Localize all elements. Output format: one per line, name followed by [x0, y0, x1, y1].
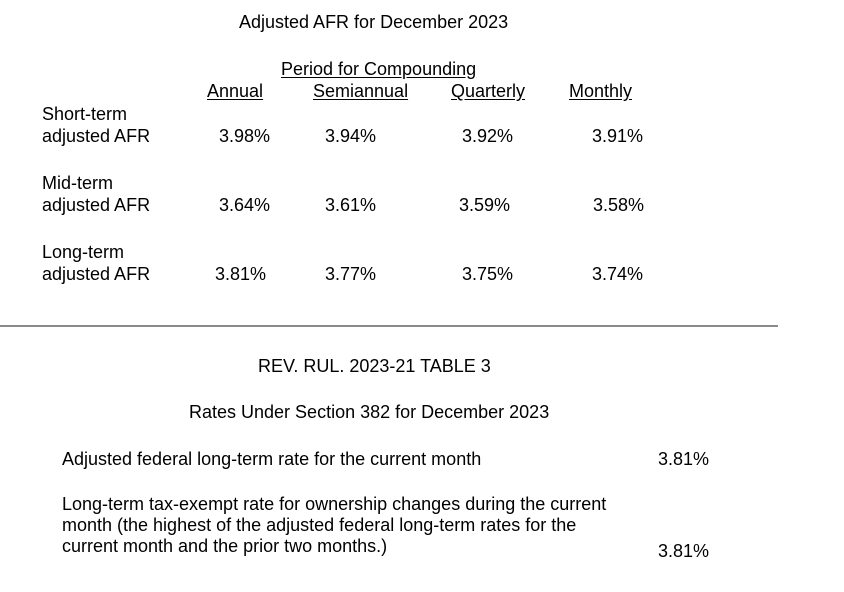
cell-short-term-monthly: 3.91%	[592, 126, 644, 146]
table3-heading: REV. RUL. 2023-21 TABLE 3	[258, 356, 491, 376]
column-header-quarterly: Quarterly	[451, 81, 526, 101]
row-label-long-term: Long-term adjusted AFR	[42, 241, 150, 285]
cell-long-term-annual: 3.81%	[215, 264, 267, 284]
cell-long-term-semiannual: 3.77%	[325, 264, 377, 284]
cell-short-term-semiannual: 3.94%	[325, 126, 377, 146]
row-label-short-term: Short-term adjusted AFR	[42, 103, 150, 147]
cell-mid-term-semiannual: 3.61%	[325, 195, 377, 215]
cell-short-term-annual: 3.98%	[219, 126, 271, 146]
table-title: Adjusted AFR for December 2023	[239, 12, 509, 32]
row-label-line1: Long-term	[42, 242, 125, 262]
period-header: Period for Compounding	[281, 59, 477, 79]
column-header-annual: Annual	[207, 81, 264, 101]
table3-item-value: 3.81%	[658, 541, 710, 561]
row-label-line1: Short-term	[42, 104, 128, 124]
table3-subheading: Rates Under Section 382 for December 202…	[189, 402, 550, 422]
row-label-mid-term: Mid-term adjusted AFR	[42, 172, 150, 216]
table3-item-text: Adjusted federal long-term rate for the …	[62, 449, 482, 469]
row-label-line2: adjusted AFR	[42, 195, 151, 215]
cell-mid-term-annual: 3.64%	[219, 195, 271, 215]
cell-mid-term-monthly: 3.58%	[593, 195, 645, 215]
row-label-line2: adjusted AFR	[42, 126, 151, 146]
cell-long-term-quarterly: 3.75%	[462, 264, 514, 284]
row-label-line1: Mid-term	[42, 173, 113, 193]
table3-item-text: Long-term tax-exempt rate for ownership …	[62, 494, 607, 556]
section-divider	[0, 325, 778, 327]
cell-mid-term-quarterly: 3.59%	[459, 195, 511, 215]
cell-short-term-quarterly: 3.92%	[462, 126, 514, 146]
table3-item-value: 3.81%	[658, 449, 710, 469]
cell-long-term-monthly: 3.74%	[592, 264, 644, 284]
column-header-monthly: Monthly	[569, 81, 633, 101]
column-header-semiannual: Semiannual	[313, 81, 409, 101]
row-label-line2: adjusted AFR	[42, 264, 151, 284]
